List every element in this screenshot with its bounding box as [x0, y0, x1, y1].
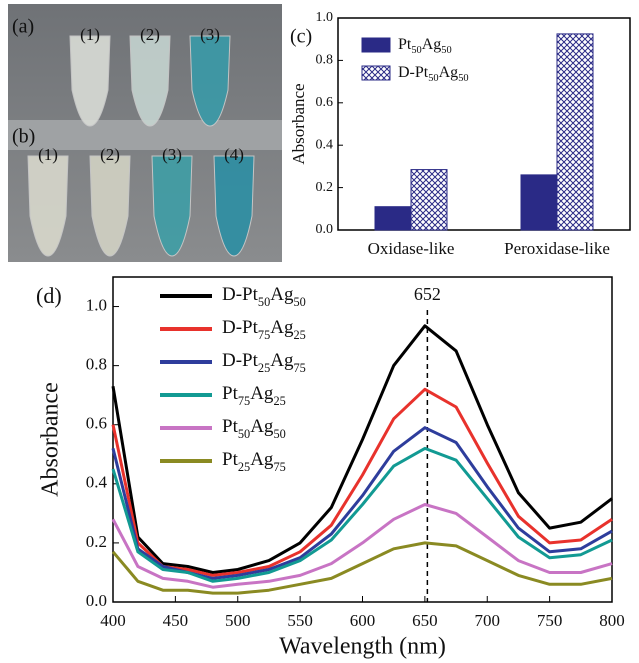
bar	[375, 207, 411, 230]
legend-label: Pt50Ag50	[398, 36, 452, 56]
y-tick-label: 0.0	[86, 591, 107, 610]
y-axis-label: Absorbance	[38, 382, 64, 497]
legend-label: Pt50Ag50	[222, 416, 286, 440]
panel-label: (b)	[12, 126, 35, 148]
x-tick-label: 800	[599, 611, 625, 630]
tube-label: (3)	[200, 25, 220, 44]
x-tick-label: 750	[537, 611, 563, 630]
x-tick-label: 400	[100, 611, 126, 630]
y-tick-label: 0.2	[316, 180, 334, 195]
y-tick-label: 0.4	[86, 473, 108, 492]
x-axis-label: Wavelength (nm)	[279, 634, 446, 660]
legend-swatch	[362, 66, 390, 80]
legend-label: D-Pt50Ag50	[222, 284, 306, 308]
series-line	[113, 389, 612, 575]
series-line	[113, 505, 612, 588]
y-tick-label: 0.8	[316, 53, 334, 68]
y-tick-label: 0.8	[86, 355, 107, 374]
figure: (a)(1)(2)(3)(b)(1)(2)(3)(4)0.00.20.40.60…	[0, 0, 639, 663]
tube-label: (4)	[224, 145, 244, 164]
legend-label: Pt75Ag25	[222, 383, 286, 407]
x-tick-label: 500	[225, 611, 251, 630]
x-tick-label: 600	[350, 611, 376, 630]
x-tick-label: 450	[163, 611, 189, 630]
tube-label: (2)	[100, 145, 120, 164]
x-tick-label: Peroxidase-like	[504, 239, 610, 258]
panel-label: (d)	[36, 283, 62, 308]
tube-label: (1)	[80, 25, 100, 44]
tube-label: (1)	[38, 145, 58, 164]
legend-swatch	[362, 38, 390, 52]
y-tick-label: 0.6	[316, 95, 334, 110]
legend-label: D-Pt25Ag75	[222, 350, 306, 374]
y-tick-label: 1.0	[316, 10, 334, 25]
bar	[411, 170, 447, 230]
annotation-label: 652	[414, 284, 441, 304]
x-tick-label: 550	[287, 611, 313, 630]
y-tick-label: 0.4	[316, 137, 334, 152]
tube-label: (3)	[162, 145, 182, 164]
x-tick-label: Oxidase-like	[368, 239, 455, 258]
x-tick-label: 650	[412, 611, 438, 630]
legend-label: Pt25Ag75	[222, 449, 286, 473]
y-axis-label: Absorbance	[289, 83, 308, 164]
panel-label: (c)	[290, 26, 312, 48]
legend-label: D-Pt50Ag50	[398, 64, 469, 84]
y-tick-label: 1.0	[86, 295, 107, 314]
bar	[557, 34, 593, 230]
legend-label: D-Pt75Ag25	[222, 317, 306, 341]
y-tick-label: 0.2	[86, 532, 107, 551]
bar	[521, 175, 557, 230]
y-tick-label: 0.6	[86, 414, 107, 433]
x-tick-label: 700	[475, 611, 501, 630]
tube-label: (2)	[140, 25, 160, 44]
panel-label: (a)	[12, 16, 34, 38]
y-tick-label: 0.0	[316, 222, 334, 237]
